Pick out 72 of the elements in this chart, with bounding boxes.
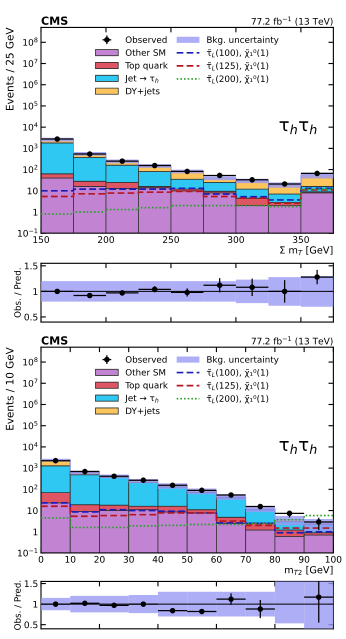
legend-label: τ̃$_{L}$(125), χ̃₁⁰(1) <box>206 62 268 71</box>
y-tick-label: 10$^{5}$ <box>23 101 38 110</box>
chart-title: CMS <box>42 336 68 345</box>
y-tick-label: 10$^{5}$ <box>23 421 38 430</box>
x-tick-label: 20 <box>94 556 105 563</box>
y-tick-label: 10$^{3}$ <box>23 463 38 472</box>
x-tick-label: 150 <box>33 236 50 243</box>
chart-subtitle: 77.2 fb$^{−1}$ (13 TeV) <box>252 16 333 26</box>
x-tick-label: 70 <box>240 556 251 563</box>
x-tick-label: 10 <box>65 556 76 563</box>
y-tick-label: 1 <box>33 288 38 295</box>
legend-label: Observed <box>126 356 167 363</box>
x-tick-label: 50 <box>182 556 192 563</box>
legend-label: Top quark <box>125 382 168 390</box>
legend-label: τ̃$_{L}$(200), χ̃₁⁰(1) <box>206 75 268 84</box>
y-tick-label: 10 <box>28 507 38 514</box>
y-tick-label: 10$^{6}$ <box>23 80 38 88</box>
legend-label: DY+jets <box>126 88 160 96</box>
y-tick-label: 0.5 <box>24 314 38 320</box>
legend-label: Observed <box>126 36 167 43</box>
legend-label: Other SM <box>126 368 166 376</box>
legend-label: Bkg. uncertainty <box>207 356 279 364</box>
chart-subtitle: 77.2 fb$^{−1}$ (13 TeV) <box>252 336 333 346</box>
y-axis-title: Obs. / Pred. <box>14 580 22 630</box>
y-tick-label: 1.5 <box>24 262 38 270</box>
y-tick-label: 10$^{2}$ <box>23 484 38 493</box>
y-tick-label: 10$^{3}$ <box>23 144 38 152</box>
annotation: τ$_{h}$τ$_{h}$ <box>280 121 316 134</box>
legend-label: Bkg. uncertainty <box>207 36 279 45</box>
x-axis-title: m$_{T2}$ [GeV] <box>285 566 332 575</box>
x-tick-label: 300 <box>228 236 244 243</box>
annotation: τ$_{h}$τ$_{h}$ <box>280 441 316 454</box>
legend-label: τ̃$_{L}$(100), χ̃₁⁰(1) <box>206 49 268 58</box>
x-tick-label: 90 <box>298 556 310 563</box>
y-tick-label: 10 <box>28 188 38 194</box>
y-tick-label: 10$^{−1}$ <box>18 228 38 237</box>
legend-label: Jet → τ$_{h}$ <box>124 394 158 403</box>
y-tick-label: 10$^{8}$ <box>23 38 38 46</box>
y-axis-title: Events / 25 GeV <box>6 28 14 110</box>
legend-label: τ̃$_{L}$(125), χ̃₁⁰(1) <box>206 382 268 390</box>
y-tick-label: 1 <box>33 528 38 536</box>
x-axis-title: Σ m$_{T}$ [GeV] <box>280 246 332 256</box>
y-tick-label: 1 <box>33 600 38 608</box>
y-tick-label: 10$^{4}$ <box>23 122 38 131</box>
y-tick-label: 10$^{4}$ <box>23 442 38 450</box>
y-axis-title: Obs. / Pred. <box>14 268 22 318</box>
y-tick-label: 10$^{2}$ <box>23 164 38 174</box>
y-axis-title: Events / 10 GeV <box>6 347 14 430</box>
x-tick-label: 80 <box>270 556 280 563</box>
x-tick-label: 350 <box>292 236 309 243</box>
y-tick-label: 10$^{−1}$ <box>18 548 38 556</box>
y-tick-label: 10$^{6}$ <box>23 400 38 408</box>
legend-label: DY+jets <box>126 407 160 416</box>
y-tick-label: 10$^{7}$ <box>23 58 38 68</box>
y-tick-label: 1.5 <box>24 580 38 588</box>
x-tick-label: 60 <box>211 556 222 563</box>
y-tick-label: 10$^{8}$ <box>23 357 38 366</box>
y-tick-label: 1 <box>33 208 38 216</box>
chart-title: CMS <box>42 16 68 25</box>
legend-label: Other SM <box>126 49 166 56</box>
legend-label: Jet → τ$_{h}$ <box>124 75 158 84</box>
x-tick-label: 0 <box>38 556 44 563</box>
legend-label: Top quark <box>125 62 168 70</box>
y-tick-label: 0.5 <box>24 621 38 628</box>
x-tick-label: 30 <box>124 556 134 563</box>
x-tick-label: 250 <box>162 236 179 243</box>
legend-label: τ̃$_{L}$(100), χ̃₁⁰(1) <box>206 368 268 378</box>
x-tick-label: 100 <box>326 556 342 563</box>
legend-label: τ̃$_{L}$(200), χ̃₁⁰(1) <box>206 394 268 404</box>
x-tick-label: 40 <box>152 556 164 563</box>
y-tick-label: 10$^{7}$ <box>23 378 38 387</box>
x-tick-label: 200 <box>98 236 114 243</box>
